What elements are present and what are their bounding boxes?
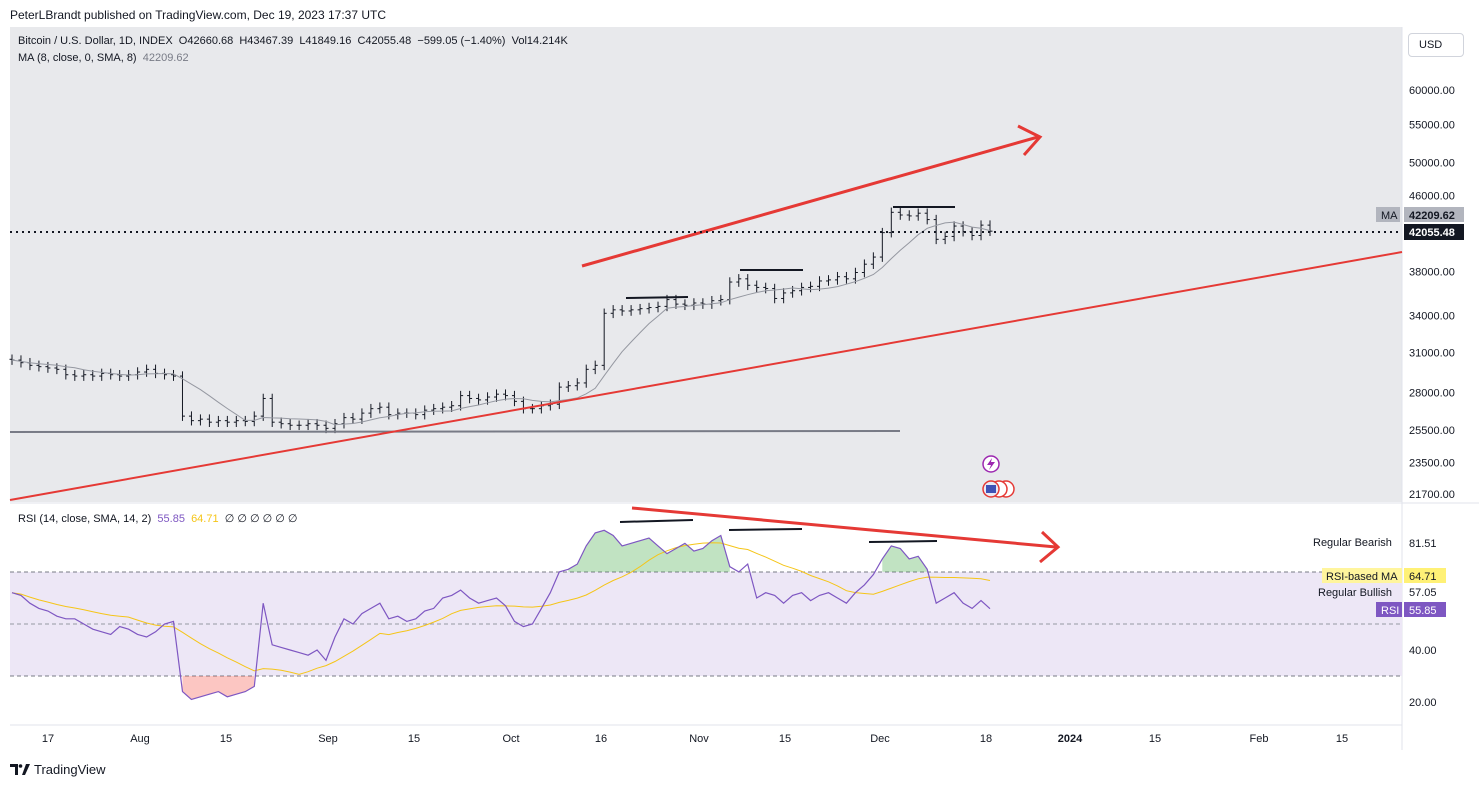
price-tick-label: 21700.00 [1409, 489, 1455, 501]
price-tick-label: 28000.00 [1409, 388, 1455, 400]
rsi-label-box [1404, 602, 1446, 617]
ma-price-box [1404, 207, 1464, 222]
us-flag-glyph [986, 485, 996, 493]
regular-bearish-value: 81.51 [1409, 538, 1437, 550]
price-tick-label: 23500.00 [1409, 457, 1455, 469]
rsi-ma-tag-box [1322, 568, 1402, 583]
rsi-oversold-fill [182, 676, 255, 700]
time-tick-label: 15 [1149, 733, 1161, 745]
price-tick-label: 50000.00 [1409, 157, 1455, 169]
rsi-overbought-fill [882, 545, 928, 572]
ma-legend-value: 42209.62 [142, 52, 189, 64]
rsi-tag-box [1376, 602, 1402, 617]
time-tick-label: Oct [502, 733, 519, 745]
ma-tag: MA [1381, 210, 1398, 222]
rsi-ma-label-box [1404, 568, 1446, 583]
publisher-line: PeterLBrandt published on TradingView.co… [10, 8, 387, 22]
time-tick-label: Dec [870, 733, 890, 745]
open-value: O42660.68 [178, 35, 234, 47]
rsi-ma-line [11, 542, 991, 675]
currency-button[interactable]: USD [1408, 33, 1464, 57]
rsi-ma-tag: RSI-based MA [1326, 571, 1398, 583]
tradingview-logo-icon [10, 764, 30, 775]
tradingview-brand[interactable]: TradingView [10, 762, 106, 777]
rsi-ma-label: 64.71 [1409, 571, 1437, 583]
time-tick-label: 18 [980, 733, 992, 745]
ma-line [11, 221, 991, 426]
time-tick-label: 2024 [1058, 733, 1083, 745]
time-tick-label: 17 [42, 733, 54, 745]
last-price-label: 42055.48 [1409, 227, 1455, 239]
price-tick-label: 38000.00 [1409, 266, 1455, 278]
price-tick-label: 25500.00 [1409, 425, 1455, 437]
close-value: C42055.48 [357, 35, 412, 47]
rsi-ma-legend-value: 64.71 [191, 513, 219, 525]
price-tick-label: 55000.00 [1409, 120, 1455, 132]
regular-bullish-value: 57.05 [1409, 587, 1437, 599]
tradingview-brand-label: TradingView [34, 762, 106, 777]
last-price-box [1404, 224, 1464, 240]
resistance-mark-1[interactable] [625, 296, 689, 299]
low-value: L41849.16 [299, 35, 352, 47]
rising-trendline[interactable] [9, 251, 1403, 501]
time-tick-label: 15 [220, 733, 232, 745]
time-tick-label: Nov [689, 733, 709, 745]
regular-bullish-label: Regular Bullish [1318, 587, 1392, 599]
rsi-divergence-arrow[interactable] [631, 506, 1057, 549]
time-tick-label: Sep [318, 733, 338, 745]
symbol-legend[interactable]: Bitcoin / U.S. Dollar, 1D, INDEX O42660.… [18, 35, 568, 47]
support-line[interactable] [9, 430, 901, 433]
time-tick-label: 15 [408, 733, 420, 745]
rsi-peak-mark-3[interactable] [868, 540, 938, 543]
time-tick-label: Feb [1250, 733, 1269, 745]
regular-bearish-label: Regular Bearish [1313, 537, 1392, 549]
rsi-overbought-fill [568, 530, 730, 572]
rsi-peak-mark-1[interactable] [619, 519, 694, 523]
ma-legend-label: MA (8, close, 0, SMA, 8) [18, 52, 137, 64]
rsi-label: 55.85 [1409, 605, 1437, 617]
rsi-tick-label: 40.00 [1409, 645, 1437, 657]
rsi-extra-values: ∅ ∅ ∅ ∅ ∅ ∅ [224, 513, 298, 525]
ma-legend[interactable]: MA (8, close, 0, SMA, 8) 42209.62 [18, 52, 189, 64]
change-value: −599.05 (−1.40%) [417, 35, 506, 47]
rsi-legend-value: 55.85 [157, 513, 185, 525]
rsi-legend-label: RSI (14, close, SMA, 14, 2) [18, 513, 152, 525]
rsi-tick-label: 20.00 [1409, 697, 1437, 709]
high-value: H43467.39 [239, 35, 294, 47]
upper-trend-arrowhead [1017, 124, 1043, 156]
symbol-name: Bitcoin / U.S. Dollar, 1D, INDEX [18, 35, 173, 47]
lightning-glyph [987, 458, 995, 470]
price-tick-label: 60000.00 [1409, 85, 1455, 97]
rsi-tag: RSI [1381, 605, 1399, 617]
rsi-legend[interactable]: RSI (14, close, SMA, 14, 2) 55.85 64.71 … [18, 512, 298, 525]
ma-price-label: 42209.62 [1409, 210, 1455, 222]
time-tick-label: 15 [779, 733, 791, 745]
ma-tag-box [1376, 207, 1400, 222]
time-tick-label: 15 [1336, 733, 1348, 745]
time-tick-label: Aug [130, 733, 150, 745]
time-tick-label: 16 [595, 733, 607, 745]
volume-value: Vol14.214K [511, 35, 568, 47]
upper-trend-arrow[interactable] [581, 135, 1039, 268]
rsi-divergence-arrowhead [1039, 530, 1061, 564]
rsi-line [11, 529, 991, 701]
rsi-peak-mark-2[interactable] [728, 528, 803, 531]
price-pane-background [10, 27, 1402, 502]
price-tick-label: 31000.00 [1409, 347, 1455, 359]
price-tick-label: 46000.00 [1409, 191, 1455, 203]
price-tick-label: 34000.00 [1409, 311, 1455, 323]
